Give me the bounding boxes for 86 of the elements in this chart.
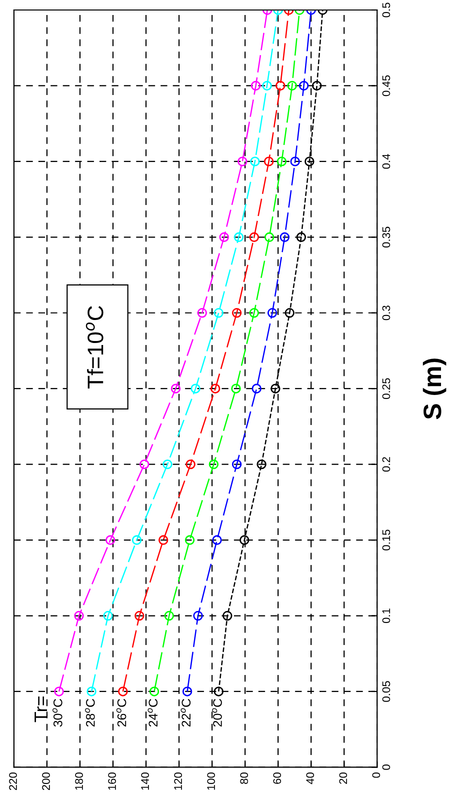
point <box>298 80 309 91</box>
x-tick-label: 120 <box>174 772 182 790</box>
y-tick-label: 0.1 <box>382 608 390 624</box>
point <box>238 156 248 166</box>
annotation: Tf=10$^{o}$C <box>86 306 104 388</box>
x-tick-label: 0 <box>372 772 380 778</box>
point <box>284 308 294 318</box>
x-tick-label: 200 <box>42 772 50 790</box>
point <box>232 459 242 470</box>
x-tick-label: 40 <box>306 772 314 784</box>
point <box>170 384 181 394</box>
point <box>249 308 259 318</box>
point <box>158 535 168 545</box>
point <box>240 535 250 545</box>
point <box>162 459 172 470</box>
point <box>208 459 219 470</box>
x-tick-label: 160 <box>108 772 116 790</box>
point <box>197 308 207 318</box>
point <box>219 232 229 242</box>
point <box>276 156 287 166</box>
point <box>212 535 222 545</box>
x-tick-label: 220 <box>9 772 17 790</box>
point <box>193 610 203 621</box>
point <box>186 459 196 470</box>
y-tick-label: 0.25 <box>382 378 390 399</box>
point <box>210 384 220 394</box>
point <box>296 232 306 242</box>
point <box>270 384 280 394</box>
point <box>74 610 84 621</box>
point <box>264 232 274 242</box>
point <box>140 459 150 470</box>
point <box>280 232 290 242</box>
point <box>214 686 224 696</box>
point <box>252 384 262 394</box>
x-tick-label: 100 <box>207 772 216 790</box>
point <box>287 80 297 91</box>
point <box>182 686 192 696</box>
y-tick-label: 0.15 <box>382 530 390 550</box>
text: 20$^{o}$C <box>212 698 222 727</box>
point <box>276 80 286 91</box>
text: 30$^{o}$C <box>52 698 62 727</box>
point <box>232 308 242 318</box>
point <box>222 610 232 621</box>
point <box>250 156 260 166</box>
x-tick-label: 20 <box>339 772 348 784</box>
point <box>54 686 64 696</box>
point <box>103 610 113 621</box>
point <box>290 156 300 166</box>
y-tick-label: 0.2 <box>382 457 390 472</box>
text: 24$^{o}$C <box>148 698 158 727</box>
point <box>312 80 322 91</box>
x-tick-label: 180 <box>75 772 83 790</box>
point <box>231 384 241 394</box>
point <box>134 610 144 621</box>
y-tick-label: 0.3 <box>382 306 390 320</box>
point <box>250 80 261 91</box>
point <box>264 156 274 166</box>
point <box>214 308 224 318</box>
point <box>267 308 278 318</box>
point <box>118 686 128 696</box>
x-tick-label: 80 <box>240 772 248 784</box>
text: 26$^{o}$C <box>116 698 126 727</box>
point <box>105 535 116 545</box>
y-tick-label: 0 <box>382 764 390 770</box>
y-tick-label: 0.4 <box>382 154 390 169</box>
point <box>249 232 259 242</box>
y-tick-label: 0.35 <box>382 226 390 248</box>
point <box>132 535 142 545</box>
point <box>149 686 160 696</box>
point <box>184 535 195 545</box>
point <box>86 686 96 696</box>
text: 22$^{o}$C <box>180 698 191 727</box>
y-tick-label: 0.5 <box>382 2 390 18</box>
point <box>262 80 272 91</box>
annotation: Tr= <box>34 696 48 722</box>
point <box>234 232 244 242</box>
x-tick-label: 60 <box>273 772 282 784</box>
point <box>256 459 266 470</box>
text: 28$^{o}$C <box>85 698 95 727</box>
y-axis-title: S (m) <box>422 358 446 420</box>
point <box>190 384 200 394</box>
y-tick-label: 0.05 <box>382 681 390 702</box>
x-tick-label: 140 <box>141 772 149 790</box>
point <box>164 610 174 621</box>
point <box>304 156 314 166</box>
y-tick-label: 0.45 <box>382 75 390 96</box>
